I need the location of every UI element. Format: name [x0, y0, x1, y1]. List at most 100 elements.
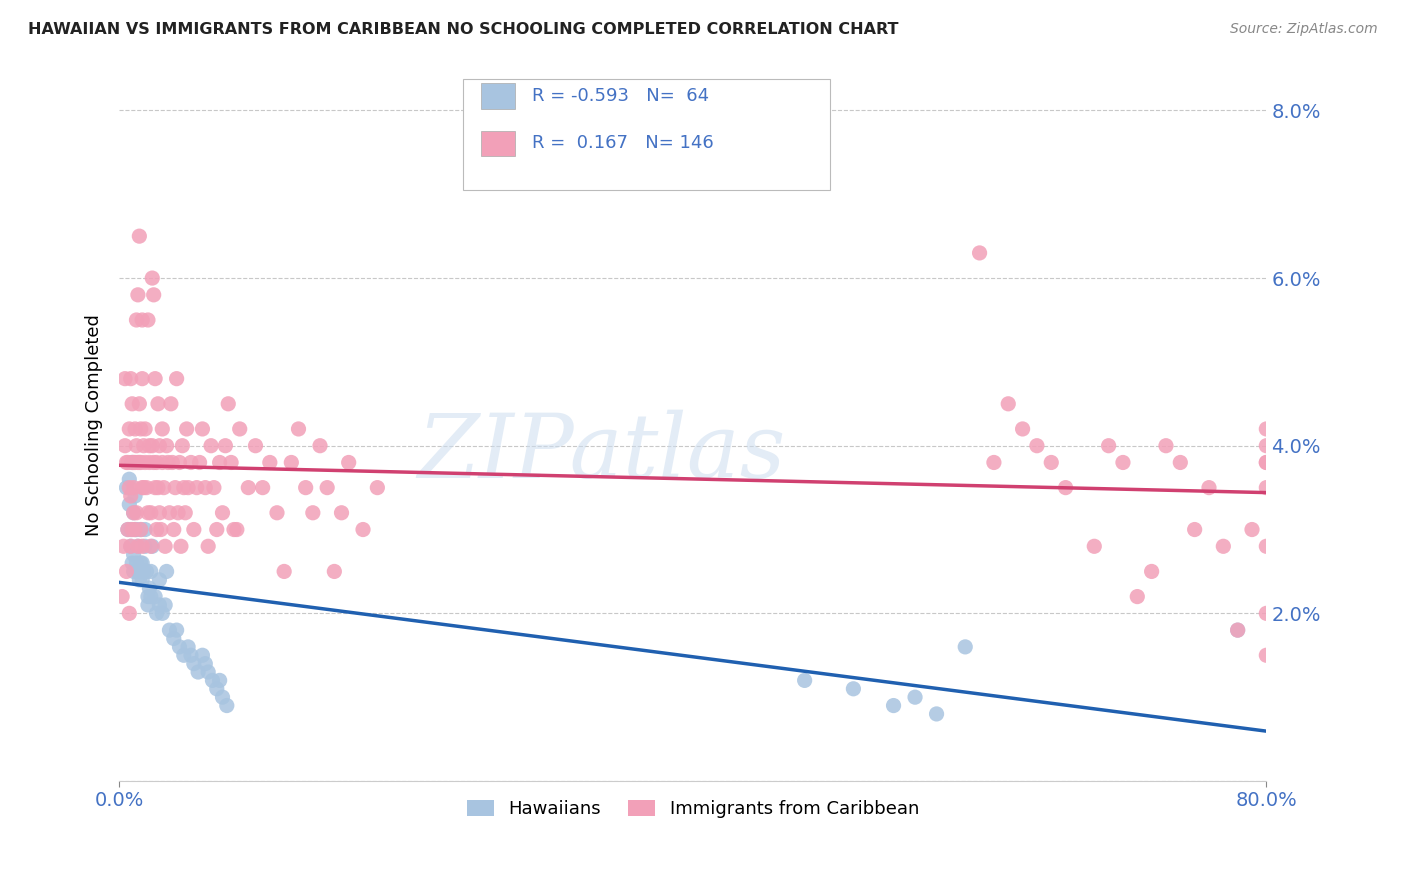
Point — [118, 497, 141, 511]
Point — [120, 523, 142, 537]
Point — [1083, 539, 1105, 553]
Point — [121, 455, 143, 469]
Point — [811, 103, 834, 118]
Text: Source: ZipAtlas.com: Source: ZipAtlas.com — [1230, 22, 1378, 37]
Point — [219, 455, 242, 469]
Point — [222, 523, 245, 537]
Point — [125, 523, 148, 537]
Point — [124, 489, 146, 503]
Point — [214, 439, 236, 453]
Point — [183, 523, 205, 537]
Point — [134, 422, 156, 436]
Point — [259, 455, 281, 469]
Point — [142, 455, 165, 469]
Point — [128, 397, 150, 411]
Point — [208, 455, 231, 469]
Point — [128, 455, 150, 469]
Point — [135, 481, 157, 495]
Point — [129, 565, 152, 579]
Point — [129, 455, 152, 469]
Point — [117, 523, 139, 537]
Point — [177, 481, 200, 495]
Point — [211, 506, 233, 520]
Point — [117, 455, 139, 469]
Point — [121, 556, 143, 570]
Point — [211, 690, 233, 705]
Point — [111, 590, 134, 604]
Point — [1226, 623, 1249, 637]
Text: HAWAIIAN VS IMMIGRANTS FROM CARIBBEAN NO SCHOOLING COMPLETED CORRELATION CHART: HAWAIIAN VS IMMIGRANTS FROM CARIBBEAN NO… — [28, 22, 898, 37]
Point — [217, 397, 239, 411]
Point — [842, 681, 865, 696]
Point — [145, 607, 167, 621]
Point — [148, 598, 170, 612]
Point — [145, 523, 167, 537]
Point — [131, 372, 153, 386]
Point — [1198, 481, 1220, 495]
Point — [197, 665, 219, 679]
Point — [139, 590, 162, 604]
Point — [1212, 539, 1234, 553]
Point — [125, 439, 148, 453]
Point — [1054, 481, 1077, 495]
Point — [127, 539, 149, 553]
Point — [149, 523, 172, 537]
Point — [187, 665, 209, 679]
Point — [153, 539, 176, 553]
Point — [201, 673, 224, 688]
Point — [352, 523, 374, 537]
Point — [180, 455, 202, 469]
Point — [131, 556, 153, 570]
Point — [174, 506, 197, 520]
Legend: Hawaiians, Immigrants from Caribbean: Hawaiians, Immigrants from Caribbean — [460, 793, 927, 825]
Point — [134, 539, 156, 553]
Point — [208, 673, 231, 688]
Point — [127, 565, 149, 579]
Point — [1184, 523, 1206, 537]
Point — [883, 698, 905, 713]
Point — [124, 422, 146, 436]
Point — [136, 313, 159, 327]
Point — [205, 681, 228, 696]
Point — [117, 523, 139, 537]
Point — [131, 539, 153, 553]
Point — [129, 523, 152, 537]
Point — [997, 397, 1019, 411]
Point — [188, 455, 211, 469]
Point — [132, 565, 155, 579]
Point — [1256, 455, 1278, 469]
Y-axis label: No Schooling Completed: No Schooling Completed — [86, 314, 103, 536]
Point — [316, 481, 339, 495]
Point — [125, 313, 148, 327]
Point — [1256, 539, 1278, 553]
Point — [120, 372, 142, 386]
Point — [146, 481, 169, 495]
Point — [173, 648, 195, 663]
Point — [159, 506, 181, 520]
Point — [136, 590, 159, 604]
Point — [150, 422, 173, 436]
Point — [337, 455, 360, 469]
Point — [150, 607, 173, 621]
Text: ZIPatlas: ZIPatlas — [416, 409, 785, 497]
Text: R =  0.167   N= 146: R = 0.167 N= 146 — [533, 135, 714, 153]
Point — [127, 455, 149, 469]
Point — [1256, 607, 1278, 621]
Point — [127, 288, 149, 302]
Point — [330, 506, 353, 520]
Point — [163, 523, 186, 537]
Point — [143, 372, 166, 386]
Point — [145, 455, 167, 469]
Point — [180, 648, 202, 663]
Text: R = -0.593   N=  64: R = -0.593 N= 64 — [533, 87, 710, 105]
Point — [194, 481, 217, 495]
Point — [1126, 590, 1149, 604]
Point — [143, 590, 166, 604]
Point — [162, 455, 184, 469]
Point — [118, 422, 141, 436]
Point — [125, 556, 148, 570]
Point — [280, 455, 302, 469]
Point — [1011, 422, 1033, 436]
Point — [120, 489, 142, 503]
Point — [200, 439, 222, 453]
